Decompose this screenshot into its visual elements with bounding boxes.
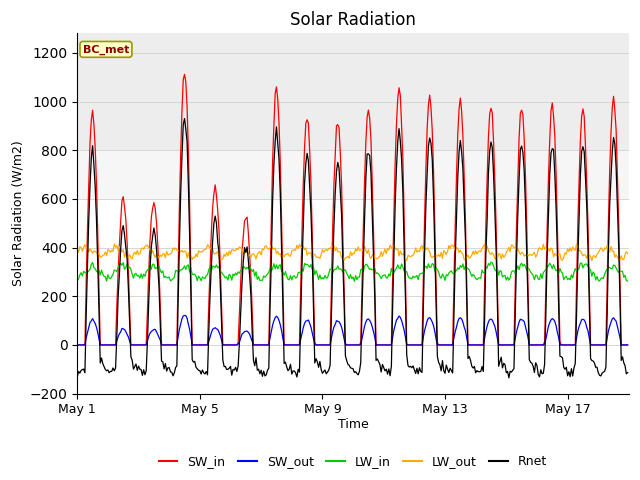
SW_out (579, 316, 587, 322)
SW_out (116, 331, 124, 336)
LW_out (500, 254, 508, 260)
LW_out (458, 250, 465, 256)
SW_out (510, 342, 518, 348)
LW_in (580, 262, 588, 268)
LW_out (580, 252, 588, 258)
SW_in (394, 96, 402, 101)
Rnet (624, 370, 632, 375)
SW_in (116, 242, 124, 248)
Bar (77, 150, 629, 199)
Rnet (499, 365, 506, 371)
LW_out (511, 246, 519, 252)
Line: SW_out: SW_out (77, 315, 628, 345)
SW_in (456, 95, 464, 101)
LW_in (500, 273, 508, 279)
LW_out (74, 246, 81, 252)
LW_in (487, 259, 495, 265)
Line: SW_in: SW_in (77, 74, 628, 345)
SW_in (499, 342, 506, 348)
LW_out (394, 246, 402, 252)
SW_in (180, 72, 188, 77)
Line: LW_in: LW_in (77, 262, 628, 281)
SW_in (510, 342, 518, 348)
Bar (77, 34, 629, 150)
LW_out (111, 241, 118, 247)
Line: Rnet: Rnet (77, 119, 628, 378)
Text: BC_met: BC_met (83, 44, 129, 55)
SW_in (579, 106, 587, 112)
Rnet (580, 149, 588, 155)
LW_out (624, 251, 632, 256)
Legend: SW_in, SW_out, LW_in, LW_out, Rnet: SW_in, SW_out, LW_in, LW_out, Rnet (154, 450, 552, 473)
SW_out (624, 342, 632, 348)
Line: LW_out: LW_out (77, 244, 628, 261)
LW_in (351, 278, 358, 284)
LW_in (116, 262, 124, 267)
LW_in (74, 278, 81, 284)
SW_in (74, 342, 81, 348)
LW_in (456, 263, 464, 268)
X-axis label: Time: Time (338, 418, 369, 431)
Rnet (456, 138, 464, 144)
SW_out (74, 342, 81, 348)
Rnet (116, 271, 124, 277)
SW_in (624, 342, 632, 348)
LW_in (394, 262, 402, 268)
SW_out (499, 342, 506, 348)
Rnet (505, 375, 513, 381)
Rnet (511, 312, 519, 318)
SW_out (180, 312, 188, 318)
LW_in (624, 278, 632, 284)
Rnet (394, 138, 402, 144)
LW_out (403, 258, 410, 264)
Rnet (180, 116, 188, 121)
LW_out (117, 245, 125, 251)
Title: Solar Radiation: Solar Radiation (290, 11, 416, 29)
Y-axis label: Solar Radiation (W/m2): Solar Radiation (W/m2) (11, 141, 24, 287)
LW_in (511, 271, 519, 276)
SW_out (394, 315, 402, 321)
SW_out (456, 315, 464, 321)
Rnet (74, 374, 81, 380)
